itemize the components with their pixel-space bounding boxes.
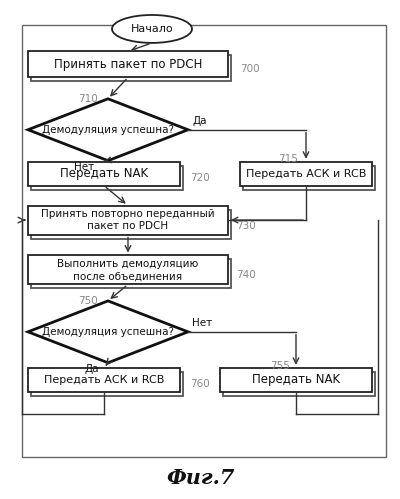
Polygon shape <box>28 301 188 363</box>
Text: 700: 700 <box>240 64 260 74</box>
Bar <box>31 259 231 288</box>
Bar <box>240 162 372 186</box>
Text: Фиг.7: Фиг.7 <box>166 468 234 488</box>
Bar <box>223 372 375 396</box>
Bar <box>243 166 375 190</box>
Text: 710: 710 <box>78 94 98 104</box>
Bar <box>31 210 231 239</box>
Text: Выполнить демодуляцию
после объединения: Выполнить демодуляцию после объединения <box>57 259 199 281</box>
Text: Да: Да <box>84 364 98 374</box>
Text: 715: 715 <box>278 154 298 164</box>
Text: Принять пакет по PDCH: Принять пакет по PDCH <box>54 58 202 71</box>
Bar <box>28 51 228 77</box>
Text: Демодуляция успешна?: Демодуляция успешна? <box>42 125 174 135</box>
Ellipse shape <box>112 15 192 43</box>
Bar <box>28 162 180 186</box>
Text: 730: 730 <box>236 221 256 231</box>
Bar <box>28 255 228 284</box>
Text: Передать АСК и RCB: Передать АСК и RCB <box>44 375 164 385</box>
Text: 750: 750 <box>78 296 98 306</box>
Text: Нет: Нет <box>192 318 212 328</box>
Bar <box>31 166 183 190</box>
Polygon shape <box>28 99 188 161</box>
Bar <box>28 206 228 235</box>
Text: Да: Да <box>192 116 206 126</box>
Text: 720: 720 <box>190 173 210 183</box>
Text: Принять повторно переданный
пакет по PDCH: Принять повторно переданный пакет по PDC… <box>41 209 215 231</box>
Bar <box>22 25 386 457</box>
Bar <box>28 368 180 392</box>
Text: Передать АСК и RCB: Передать АСК и RCB <box>246 169 366 179</box>
Text: Демодуляция успешна?: Демодуляция успешна? <box>42 327 174 337</box>
Text: Передать NAK: Передать NAK <box>252 373 340 386</box>
Bar <box>220 368 372 392</box>
Text: 740: 740 <box>236 270 256 280</box>
Bar <box>31 372 183 396</box>
Bar <box>31 55 231 81</box>
Text: Начало: Начало <box>131 24 173 34</box>
Text: 755: 755 <box>270 361 290 371</box>
Text: 760: 760 <box>190 379 210 389</box>
Text: Передать NAK: Передать NAK <box>60 167 148 180</box>
Text: Нет: Нет <box>74 162 94 172</box>
